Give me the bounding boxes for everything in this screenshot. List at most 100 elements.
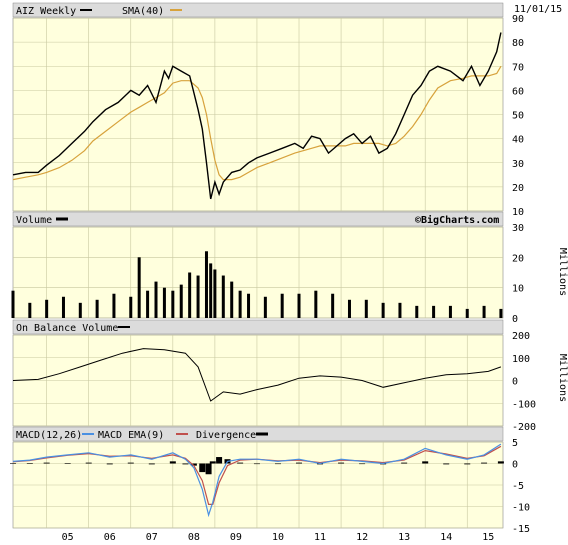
volume-bar xyxy=(11,290,15,318)
macd-legend-label: MACD(12,26) xyxy=(16,430,82,441)
price-legend-label: AIZ Weekly xyxy=(16,6,76,17)
volume-bar xyxy=(465,308,469,318)
x-tick-label: 09 xyxy=(230,532,242,542)
volume-bar xyxy=(28,302,32,318)
divergence-bar xyxy=(169,461,176,464)
obv-line xyxy=(12,348,502,402)
divergence-bar xyxy=(205,463,212,475)
divergence-bar xyxy=(253,463,260,465)
x-tick-label: 06 xyxy=(104,532,116,542)
x-tick-label: 10 xyxy=(272,532,284,542)
divergence-bar xyxy=(26,463,33,464)
divergence-bar xyxy=(237,462,244,464)
volume-bar xyxy=(331,293,335,318)
volume-bar xyxy=(146,290,150,318)
volume-bar xyxy=(280,293,284,318)
volume-bar xyxy=(381,302,385,318)
obv-legend-label: On Balance Volume xyxy=(16,323,118,334)
volume-bar xyxy=(61,296,65,318)
price-y-tick-label: 40 xyxy=(512,135,524,146)
divergence-bar xyxy=(190,463,197,466)
volume-y-tick-label: 20 xyxy=(512,253,524,264)
macd-line xyxy=(12,443,502,518)
volume-panel: 0 10 20 30 xyxy=(11,223,524,325)
volume-plot-bg xyxy=(12,226,504,319)
volume-bar xyxy=(204,251,208,318)
divergence-bar xyxy=(64,463,71,464)
price-y-tick-label: 80 xyxy=(512,38,524,49)
x-tick-label: 05 xyxy=(62,532,74,542)
volume-bar xyxy=(297,293,301,318)
divergence-bar xyxy=(296,462,303,464)
price-panel: 10 20 30 40 50 60 70 80 90 xyxy=(12,14,524,218)
divergence-bar xyxy=(359,463,366,465)
divergence-bar xyxy=(43,462,50,464)
macd-ema-legend-label: MACD EMA(9) xyxy=(98,430,164,441)
volume-bar xyxy=(95,299,99,318)
divergence-bar xyxy=(10,463,16,464)
volume-bar xyxy=(171,290,175,318)
sma-line xyxy=(12,65,502,181)
volume-bar xyxy=(432,305,436,318)
macd-y-tick-label: 0 xyxy=(512,460,518,471)
divergence-bar xyxy=(338,462,345,464)
volume-bar xyxy=(196,275,200,318)
volume-y-tick-label: 10 xyxy=(512,284,524,295)
x-tick-label: 11 xyxy=(314,532,326,542)
x-tick-label: 07 xyxy=(146,532,158,542)
macd-y-tick-label: -10 xyxy=(512,503,530,514)
chart-date: 11/01/15 xyxy=(514,4,562,15)
volume-bar xyxy=(179,284,183,318)
volume-bar xyxy=(448,305,452,318)
volume-y-tick-label: 0 xyxy=(512,314,518,325)
macd-y-tick-label: -15 xyxy=(512,524,530,535)
volume-bar xyxy=(162,287,166,318)
volume-header-bar xyxy=(12,211,504,227)
divergence-bar xyxy=(422,461,429,464)
price-header-bar xyxy=(12,2,504,18)
divergence-bar xyxy=(85,462,92,464)
volume-bar xyxy=(230,281,234,318)
volume-bar xyxy=(314,290,318,318)
volume-bar xyxy=(364,299,368,318)
volume-y-tick-label: 30 xyxy=(512,223,524,234)
obv-y-tick-label: -200 xyxy=(512,422,536,433)
macd-ema-line xyxy=(12,445,502,505)
macd-y-tick-label: -5 xyxy=(512,481,524,492)
volume-bar xyxy=(45,299,49,318)
volume-bar xyxy=(238,290,242,318)
x-axis: 05 06 07 08 09 10 11 12 13 14 15 xyxy=(62,532,495,543)
divergence-bar xyxy=(401,462,408,464)
price-y-tick-label: 10 xyxy=(512,207,524,218)
obv-header-bar xyxy=(12,319,504,335)
volume-bar xyxy=(347,299,351,318)
volume-bar xyxy=(263,296,267,318)
price-y-tick-label: 50 xyxy=(512,111,524,122)
volume-bar xyxy=(499,308,503,318)
volume-legend-label: Volume xyxy=(16,215,52,226)
volume-bar xyxy=(213,269,217,318)
volume-bar xyxy=(188,272,192,318)
price-y-tick-label: 90 xyxy=(512,14,524,25)
volume-bar xyxy=(482,305,486,318)
x-tick-label: 15 xyxy=(482,532,494,542)
obv-unit-label: Millions xyxy=(557,354,568,402)
divergence-bar xyxy=(216,457,223,464)
macd-panel: -15 -10 -5 0 5 xyxy=(10,438,530,535)
volume-bar xyxy=(154,281,158,318)
macd-y-tick-label: 5 xyxy=(512,438,518,449)
volume-bar xyxy=(415,305,419,318)
sma-legend-label: SMA(40) xyxy=(122,6,164,17)
divergence-bar xyxy=(199,463,206,473)
price-line xyxy=(12,32,502,200)
volume-bar xyxy=(112,293,116,318)
divergence-bar xyxy=(209,461,216,464)
price-y-tick-label: 70 xyxy=(512,62,524,73)
volume-bar xyxy=(78,302,82,318)
price-y-tick-label: 60 xyxy=(512,86,524,97)
divergence-bar xyxy=(274,463,281,465)
x-tick-label: 12 xyxy=(356,532,368,542)
divergence-bar xyxy=(443,463,450,465)
